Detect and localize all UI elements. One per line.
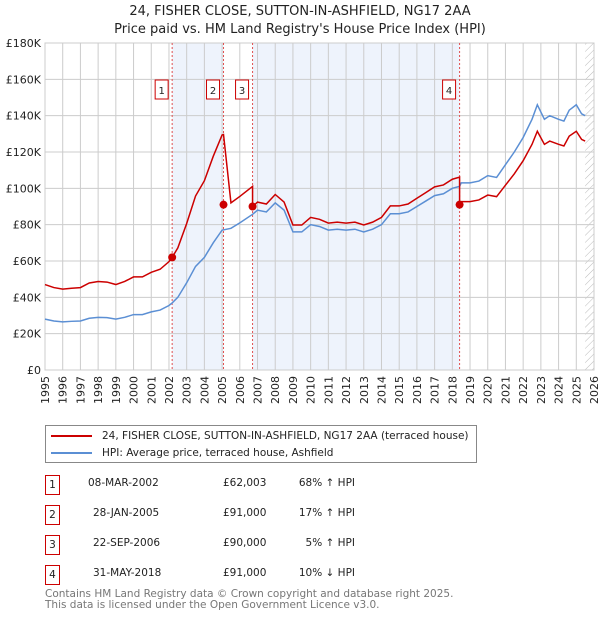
x-tick-label: 2022 [517, 376, 530, 404]
x-tick-label: 2014 [375, 376, 388, 404]
sale-point [219, 200, 228, 209]
x-tick-label: 2006 [234, 376, 247, 404]
hpi-line [44, 102, 586, 323]
y-tick-label: £20K [13, 328, 42, 341]
sale-date: 22-SEP-2006 [93, 537, 161, 549]
y-tick-label: £80K [13, 219, 42, 232]
x-tick-label: 2004 [198, 376, 211, 404]
x-tick-label: 2005 [216, 376, 229, 404]
sale-label-box [442, 79, 457, 100]
footer: Contains HM Land Registry data © Crown c… [45, 589, 453, 611]
sale-price: £91,000 [223, 567, 267, 579]
sale-label-box [206, 79, 221, 100]
sale-number: 1 [45, 475, 60, 495]
y-tick-label: £60K [13, 255, 42, 268]
x-tick-label: 2015 [393, 376, 406, 404]
x-tick-label: 2019 [464, 376, 477, 404]
footer-line: This data is licensed under the Open Gov… [45, 599, 380, 611]
x-tick-label: 2013 [358, 376, 371, 404]
legend-label: HPI: Average price, terraced house, Ashf… [102, 447, 334, 459]
sale-price: £90,000 [223, 537, 267, 549]
chart-title: 24, FISHER CLOSE, SUTTON-IN-ASHFIELD, NG… [129, 4, 471, 19]
future-hatch [585, 43, 594, 370]
sale-hpi-diff: 17% ↑ HPI [298, 507, 355, 519]
footer-line: Contains HM Land Registry data © Crown c… [45, 588, 454, 600]
x-tick-label: 2000 [128, 376, 141, 404]
y-tick-label: £40K [13, 291, 42, 304]
chart-subtitle: Price paid vs. HM Land Registry's House … [114, 22, 486, 37]
sale-price: £62,003 [223, 477, 267, 489]
sale-hpi-diff: 10% ↓ HPI [298, 567, 355, 579]
sale-point [168, 253, 177, 262]
legend-swatch-hpi [51, 452, 92, 454]
sale-point [248, 202, 257, 211]
sale-label: 1 [158, 86, 164, 97]
shaded-period [252, 43, 460, 370]
sale-label: 4 [446, 86, 452, 97]
x-tick-label: 2021 [499, 376, 512, 404]
x-tick-label: 2017 [429, 376, 442, 404]
x-tick-label: 2003 [181, 376, 194, 404]
sale-row: 4 31-MAY-2018 £91,000 10% ↓ HPI [45, 565, 465, 585]
y-tick-label: £120K [6, 146, 42, 159]
x-tick-label: 2020 [482, 376, 495, 404]
legend-label: 24, FISHER CLOSE, SUTTON-IN-ASHFIELD, NG… [102, 430, 469, 442]
sale-date: 31-MAY-2018 [93, 567, 162, 579]
sale-date: 08-MAR-2002 [88, 477, 159, 489]
sale-row: 1 08-MAR-2002 £62,003 68% ↑ HPI [45, 475, 465, 495]
x-tick-label: 2012 [340, 376, 353, 404]
x-tick-label: 2002 [163, 376, 176, 404]
x-tick-label: 2011 [322, 376, 335, 404]
sale-row: 3 22-SEP-2006 £90,000 5% ↑ HPI [45, 535, 465, 555]
sale-row: 2 28-JAN-2005 £91,000 17% ↑ HPI [45, 505, 465, 525]
x-tick-label: 2016 [411, 376, 424, 404]
sale-point [455, 200, 464, 209]
x-tick-label: 2024 [553, 376, 566, 404]
y-tick-label: £140K [6, 110, 42, 123]
x-tick-label: 1997 [74, 376, 87, 404]
sale-hpi-diff: 5% ↑ HPI [305, 537, 355, 549]
legend-item-property: 24, FISHER CLOSE, SUTTON-IN-ASHFIELD, NG… [46, 428, 469, 444]
sale-label-box [235, 79, 250, 100]
y-tick-label: £160K [6, 73, 42, 86]
x-tick-label: 1999 [110, 376, 123, 404]
x-tick-label: 2026 [588, 376, 600, 404]
plot-frame [44, 42, 595, 371]
sale-date: 28-JAN-2005 [93, 507, 160, 519]
x-tick-label: 2008 [269, 376, 282, 404]
x-tick-label: 2009 [287, 376, 300, 404]
x-tick-label: 2025 [570, 376, 583, 404]
sale-hpi-diff: 68% ↑ HPI [298, 477, 355, 489]
sale-price: £91,000 [223, 507, 267, 519]
x-tick-label: 1998 [92, 376, 105, 404]
x-tick-label: 2023 [535, 376, 548, 404]
x-tick-label: 2010 [305, 376, 318, 404]
x-tick-label: 1996 [57, 376, 70, 404]
sale-number: 3 [45, 535, 60, 555]
sale-label-box [154, 79, 169, 100]
y-tick-label: £0 [27, 364, 41, 377]
x-tick-label: 2018 [446, 376, 459, 404]
sale-label: 2 [210, 86, 216, 97]
sale-number: 2 [45, 505, 60, 525]
legend: 24, FISHER CLOSE, SUTTON-IN-ASHFIELD, NG… [45, 425, 477, 463]
y-tick-label: £180K [6, 37, 42, 50]
y-tick-label: £100K [6, 182, 42, 195]
property-line [44, 129, 586, 290]
price-chart: 1995 1996 1997 1998 1999 2000 2001 2002 2003 2004… [6, 37, 600, 404]
legend-item-hpi: HPI: Average price, terraced house, Ashf… [46, 445, 333, 461]
x-tick-label: 1995 [39, 376, 52, 404]
x-tick-label: 2001 [145, 376, 158, 404]
sale-number: 4 [45, 565, 60, 585]
sale-label: 3 [239, 86, 245, 97]
legend-swatch-property [51, 435, 92, 437]
x-tick-label: 2007 [252, 376, 265, 404]
